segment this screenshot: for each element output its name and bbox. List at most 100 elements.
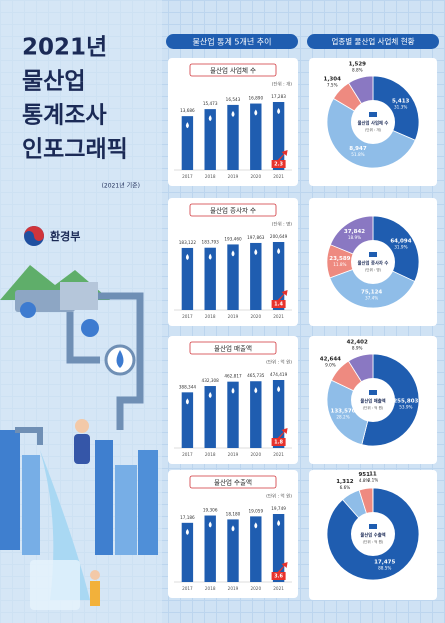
growth-box [271,160,286,168]
drop-icon [254,522,258,529]
drop-icon [277,248,281,254]
value-label: 183,122 [179,240,197,245]
drop-icon [231,110,235,117]
bar [181,392,194,448]
card-title: 물산업 매출액 [214,344,252,353]
x-tick-label: 2018 [205,452,216,457]
bar [272,514,285,582]
drop-icon [208,253,212,260]
pie-center [351,378,395,422]
value-label: 19,749 [271,506,286,511]
value-label: 17,186 [180,515,195,520]
share-label: 28.2% [336,415,349,420]
x-tick-label: 2020 [250,586,261,591]
title-line: 통계조사 [22,103,107,129]
x-tick-label: 2017 [182,174,193,179]
bar [204,386,216,448]
x-tick-label: 2021 [273,586,284,591]
bar [250,242,262,310]
card-title-box [189,341,277,355]
bar [181,116,194,170]
value-label: 462,817 [224,374,242,379]
card-title-box [189,203,277,217]
value-label: 75,124 [361,290,382,296]
share-label: 0.1% [368,478,379,483]
drop-icon [254,109,258,116]
card-title-box [189,63,277,77]
share-label: 9.0% [325,363,336,368]
panel-header [166,34,298,49]
value-label: 17,283 [271,94,286,99]
share-label: 11.8% [333,262,346,267]
x-tick-label: 2021 [273,314,284,319]
panel-header [307,34,439,49]
x-tick-label: 2017 [182,452,193,457]
value-label: 16,890 [248,96,263,101]
card-title: 물산업 종사자 수 [210,206,256,215]
card-title: 물산업 사업체 수 [210,66,256,75]
bar [250,516,262,582]
growth-box [271,438,286,446]
x-tick-label: 2018 [205,314,216,319]
unit: (단위 : 개) [272,81,293,88]
share-label: 8.9% [352,346,363,351]
bar [204,109,216,170]
unit: (단위 : 억 원) [266,359,292,366]
value-label: 23,589 [329,256,350,262]
bar [181,247,194,310]
drop-icon [208,115,212,122]
x-tick-label: 2020 [250,452,261,457]
bar [272,102,285,170]
unit: (단위 : 명) [272,221,293,228]
drop-icon [277,108,281,114]
pie-icon [369,252,377,257]
bar [204,247,216,310]
growth-label: 3.6 [274,574,283,580]
pie-unit: (단위 : 억 원) [363,405,384,410]
card-title-box [189,475,277,489]
bar [181,522,194,582]
x-tick-label: 2018 [205,586,216,591]
drop-icon [277,386,281,392]
pie-center [351,512,395,556]
growth-label: 1.8 [274,440,283,446]
value-label: 1,304 [324,77,342,83]
value-label: 17,475 [374,559,395,565]
value-label: 11 [369,472,377,478]
share-label: 31.9% [394,245,407,250]
x-tick-label: 2018 [205,174,216,179]
value-label: 18,180 [226,511,241,516]
pie-icon [369,390,377,395]
pie-unit: (단위 : 억 원) [363,539,384,544]
x-tick-label: 2019 [228,314,239,319]
pie-title: 물산업 수출액 [360,532,385,539]
value-label: 183,793 [202,240,220,245]
illustration [0,265,158,610]
growth-label: 1.4 [274,302,283,308]
value-label: 465,735 [247,373,265,378]
value-label: 8,947 [349,146,367,152]
pie-title: 물산업 매출액 [360,398,385,405]
value-label: 432,308 [202,378,220,383]
pie-slice [329,261,416,309]
value-label: 42,402 [347,340,368,346]
basis: (2021년 기준) [102,182,140,190]
ministry-logo [24,226,44,246]
value-label: 474,419 [270,372,288,377]
drop-icon [277,520,281,526]
bar [250,381,262,448]
x-tick-label: 2020 [250,314,261,319]
x-tick-label: 2017 [182,586,193,591]
x-tick-label: 2021 [273,174,284,179]
value-label: 133,570 [331,409,356,415]
share-label: 8.8% [352,68,363,73]
bar [227,381,239,448]
share-label: 88.5% [378,565,391,570]
unit: (단위 : 억 원) [266,493,292,500]
pie-center [351,100,395,144]
value-label: 5,413 [392,98,410,104]
value-label: 42,644 [320,357,341,363]
bar [227,104,239,170]
share-label: 6.6% [340,485,351,490]
